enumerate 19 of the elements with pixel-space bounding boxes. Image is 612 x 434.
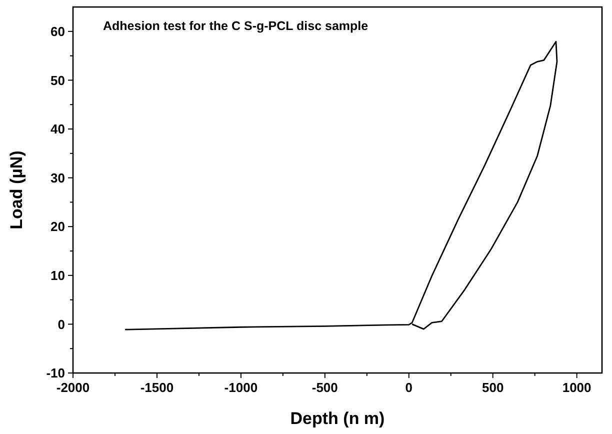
y-tick-label: 20 xyxy=(50,219,65,234)
y-axis-title: Load (µN) xyxy=(7,150,26,230)
y-tick-label: 30 xyxy=(50,170,65,186)
y-tick-label: 50 xyxy=(50,72,65,88)
line-series xyxy=(124,40,558,330)
y-tick-label: -10 xyxy=(46,366,65,381)
x-tick-label: 500 xyxy=(482,380,504,395)
y-tick-label: 60 xyxy=(50,24,65,39)
x-tick-label: -500 xyxy=(312,380,338,395)
x-tick-label: -1500 xyxy=(140,380,174,395)
text: Adhesion test for the C S-g-PCL disc sample xyxy=(103,19,368,33)
y-tick-label: 0 xyxy=(58,316,65,332)
x-tick-label: 0 xyxy=(405,380,412,395)
x-tick-label: 1000 xyxy=(562,380,592,395)
y-tick-label: 40 xyxy=(50,122,65,137)
x-axis-title: Depth (n m) xyxy=(290,409,385,428)
x-tick-label: -1000 xyxy=(224,380,258,395)
x-tick-label: -2000 xyxy=(56,380,90,395)
y-tick-label: 10 xyxy=(50,268,65,283)
